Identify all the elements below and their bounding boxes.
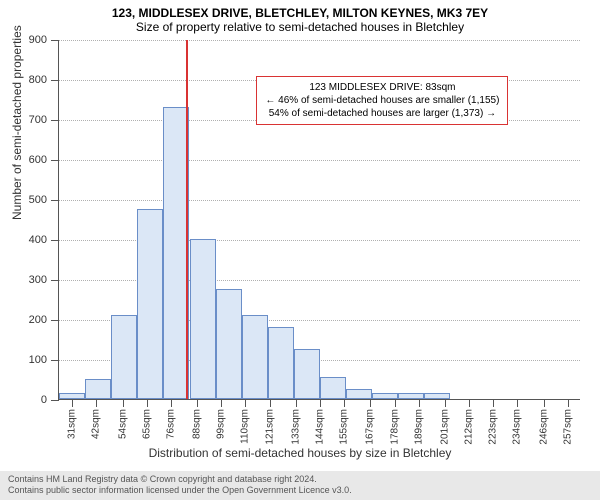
histogram-bar <box>137 209 163 399</box>
plot-area: 010020030040050060070080090031sqm42sqm54… <box>58 40 580 400</box>
y-axis-label: Number of semi-detached properties <box>10 25 24 220</box>
histogram-bar <box>242 315 268 399</box>
annotation-box: 123 MIDDLESEX DRIVE: 83sqm← 46% of semi-… <box>256 76 508 125</box>
histogram-bar <box>216 289 242 399</box>
footer-line1: Contains HM Land Registry data © Crown c… <box>8 474 592 486</box>
x-tick-label: 212sqm <box>464 399 475 445</box>
x-tick-label: 110sqm <box>240 399 251 444</box>
x-tick-label: 31sqm <box>67 399 78 439</box>
x-axis-label: Distribution of semi-detached houses by … <box>0 446 600 460</box>
histogram-bar <box>294 349 320 399</box>
y-tick-label: 400 <box>29 234 59 246</box>
y-tick-label: 700 <box>29 114 59 126</box>
gridline <box>59 200 580 201</box>
gridline <box>59 40 580 41</box>
chart-title-main: 123, MIDDLESEX DRIVE, BLETCHLEY, MILTON … <box>0 0 600 20</box>
x-tick-label: 223sqm <box>488 399 499 445</box>
footer-line2: Contains public sector information licen… <box>8 485 592 497</box>
chart-area: 010020030040050060070080090031sqm42sqm54… <box>58 40 580 400</box>
histogram-bar <box>268 327 294 399</box>
y-tick-label: 900 <box>29 34 59 46</box>
gridline <box>59 160 580 161</box>
y-tick-label: 200 <box>29 314 59 326</box>
annot-line3: 54% of semi-detached houses are larger (… <box>265 107 499 120</box>
x-tick-label: 65sqm <box>141 399 152 439</box>
x-tick-label: 234sqm <box>512 399 523 445</box>
y-tick-label: 100 <box>29 354 59 366</box>
histogram-bar <box>190 239 216 399</box>
x-tick-label: 76sqm <box>165 399 176 439</box>
chart-title-sub: Size of property relative to semi-detach… <box>0 20 600 38</box>
x-tick-label: 189sqm <box>413 399 424 445</box>
histogram-bar <box>85 379 111 399</box>
x-tick-label: 257sqm <box>562 399 573 445</box>
x-tick-label: 246sqm <box>538 399 549 445</box>
y-tick-label: 300 <box>29 274 59 286</box>
y-tick-label: 500 <box>29 194 59 206</box>
y-tick-label: 600 <box>29 154 59 166</box>
annot-line1: 123 MIDDLESEX DRIVE: 83sqm <box>265 81 499 94</box>
x-tick-label: 167sqm <box>365 399 376 445</box>
x-tick-label: 144sqm <box>315 399 326 445</box>
histogram-bar <box>346 389 372 399</box>
x-tick-label: 155sqm <box>339 399 350 445</box>
subject-property-line <box>186 40 188 399</box>
y-tick-label: 800 <box>29 74 59 86</box>
x-tick-label: 99sqm <box>216 399 227 439</box>
x-tick-label: 201sqm <box>440 399 451 445</box>
x-tick-label: 42sqm <box>91 399 102 439</box>
x-tick-label: 178sqm <box>389 399 400 445</box>
histogram-bar <box>320 377 346 399</box>
x-tick-label: 121sqm <box>264 399 275 445</box>
histogram-bar <box>111 315 137 399</box>
y-tick-label: 0 <box>41 394 59 406</box>
footer-attribution: Contains HM Land Registry data © Crown c… <box>0 471 600 500</box>
x-tick-label: 133sqm <box>290 399 301 445</box>
x-tick-label: 88sqm <box>192 399 203 439</box>
x-tick-label: 54sqm <box>117 399 128 439</box>
annot-line2: ← 46% of semi-detached houses are smalle… <box>265 94 499 107</box>
